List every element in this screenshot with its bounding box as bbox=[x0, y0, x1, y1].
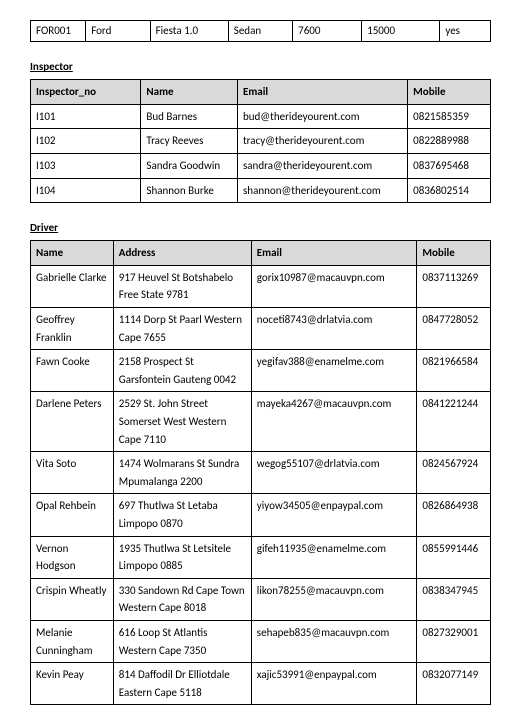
cell-email: bud@therideyourent.com bbox=[237, 104, 407, 129]
cell-mobile: 0822889988 bbox=[408, 129, 491, 154]
table-row: I101 Bud Barnes bud@therideyourent.com 0… bbox=[31, 104, 491, 129]
cell-address: 2529 St. John Street Somerset West Weste… bbox=[113, 392, 251, 452]
cell-name: Gabrielle Clarke bbox=[31, 265, 114, 307]
table-row: I102 Tracy Reeves tracy@therideyourent.c… bbox=[31, 129, 491, 154]
cell-name: Vernon Hodgson bbox=[31, 536, 114, 578]
table-row: Fawn Cooke 2158 Prospect St Garsfontein … bbox=[31, 350, 491, 392]
cell-email: gifeh11935@enamelme.com bbox=[251, 536, 417, 578]
cell-email: shannon@therideyourent.com bbox=[237, 178, 407, 203]
table-row: Kevin Peay 814 Daffodil Dr Elliotdale Ea… bbox=[31, 663, 491, 705]
cell-address: 1114 Dorp St Paarl Western Cape 7655 bbox=[113, 308, 251, 350]
col-inspector-no: Inspector_no bbox=[31, 80, 141, 105]
cell-mobile: 0837113269 bbox=[417, 265, 491, 307]
cell-address: 616 Loop St Atlantis Western Cape 7350 bbox=[113, 620, 251, 662]
cell-email: noceti8743@drlatvia.com bbox=[251, 308, 417, 350]
table-row: Opal Rehbein 697 Thutlwa St Letaba Limpo… bbox=[31, 494, 491, 536]
cell-email: xajic53991@enpaypal.com bbox=[251, 663, 417, 705]
table-header-row: Name Address Email Mobile bbox=[31, 241, 491, 266]
inspector-heading: Inspector bbox=[30, 60, 491, 73]
cell-body: Sedan bbox=[228, 21, 292, 42]
cell-email: wegog55107@drlatvia.com bbox=[251, 452, 417, 494]
cell-inspector-no: I101 bbox=[31, 104, 141, 129]
cell-mobile: 0838347945 bbox=[417, 578, 491, 620]
cell-svc: 15000 bbox=[362, 21, 440, 42]
col-address: Address bbox=[113, 241, 251, 266]
table-row: Vernon Hodgson 1935 Thutlwa St Letsitele… bbox=[31, 536, 491, 578]
cell-mobile: 0826864938 bbox=[417, 494, 491, 536]
cell-mobile: 0827329001 bbox=[417, 620, 491, 662]
cell-email: mayeka4267@macauvpn.com bbox=[251, 392, 417, 452]
cell-mobile: 0841221244 bbox=[417, 392, 491, 452]
cell-avail: yes bbox=[440, 21, 491, 42]
table-row: Vita Soto 1474 Wolmarans St Sundra Mpuma… bbox=[31, 452, 491, 494]
col-mobile: Mobile bbox=[408, 80, 491, 105]
cell-address: 330 Sandown Rd Cape Town Western Cape 80… bbox=[113, 578, 251, 620]
cell-mobile: 0821966584 bbox=[417, 350, 491, 392]
cell-mobile: 0836802514 bbox=[408, 178, 491, 203]
table-row: Melanie Cunningham 616 Loop St Atlantis … bbox=[31, 620, 491, 662]
cell-mobile: 0855991446 bbox=[417, 536, 491, 578]
cell-name: Fawn Cooke bbox=[31, 350, 114, 392]
cell-name: Kevin Peay bbox=[31, 663, 114, 705]
cell-code: FOR001 bbox=[31, 21, 86, 42]
table-row: I104 Shannon Burke shannon@therideyouren… bbox=[31, 178, 491, 203]
cell-name: Geoffrey Franklin bbox=[31, 308, 114, 350]
cell-km: 7600 bbox=[293, 21, 362, 42]
table-row: Darlene Peters 2529 St. John Street Some… bbox=[31, 392, 491, 452]
cell-mobile: 0821585359 bbox=[408, 104, 491, 129]
cell-mobile: 0837695468 bbox=[408, 154, 491, 179]
cell-address: 917 Heuvel St Botshabelo Free State 9781 bbox=[113, 265, 251, 307]
col-email: Email bbox=[237, 80, 407, 105]
cell-make: Ford bbox=[86, 21, 150, 42]
table-row: Geoffrey Franklin 1114 Dorp St Paarl Wes… bbox=[31, 308, 491, 350]
driver-table: Name Address Email Mobile Gabrielle Clar… bbox=[30, 240, 491, 705]
col-email: Email bbox=[251, 241, 417, 266]
cell-email: sehapeb835@macauvpn.com bbox=[251, 620, 417, 662]
vehicle-fragment-table: FOR001 Ford Fiesta 1.0 Sedan 7600 15000 … bbox=[30, 20, 491, 42]
cell-address: 1935 Thutlwa St Letsitele Limpopo 0885 bbox=[113, 536, 251, 578]
cell-address: 2158 Prospect St Garsfontein Gauteng 004… bbox=[113, 350, 251, 392]
col-name: Name bbox=[31, 241, 114, 266]
cell-inspector-no: I102 bbox=[31, 129, 141, 154]
cell-name: Melanie Cunningham bbox=[31, 620, 114, 662]
cell-email: yiyow34505@enpaypal.com bbox=[251, 494, 417, 536]
cell-name: Darlene Peters bbox=[31, 392, 114, 452]
cell-name: Sandra Goodwin bbox=[141, 154, 238, 179]
table-row: Gabrielle Clarke 917 Heuvel St Botshabel… bbox=[31, 265, 491, 307]
table-row: FOR001 Ford Fiesta 1.0 Sedan 7600 15000 … bbox=[31, 21, 491, 42]
cell-address: 814 Daffodil Dr Elliotdale Eastern Cape … bbox=[113, 663, 251, 705]
cell-email: gorix10987@macauvpn.com bbox=[251, 265, 417, 307]
cell-inspector-no: I104 bbox=[31, 178, 141, 203]
cell-model: Fiesta 1.0 bbox=[150, 21, 228, 42]
cell-address: 697 Thutlwa St Letaba Limpopo 0870 bbox=[113, 494, 251, 536]
cell-email: likon78255@macauvpn.com bbox=[251, 578, 417, 620]
inspector-table: Inspector_no Name Email Mobile I101 Bud … bbox=[30, 79, 491, 203]
table-header-row: Inspector_no Name Email Mobile bbox=[31, 80, 491, 105]
cell-name: Tracy Reeves bbox=[141, 129, 238, 154]
cell-email: sandra@therideyourent.com bbox=[237, 154, 407, 179]
cell-mobile: 0824567924 bbox=[417, 452, 491, 494]
cell-mobile: 0832077149 bbox=[417, 663, 491, 705]
cell-name: Opal Rehbein bbox=[31, 494, 114, 536]
cell-email: tracy@therideyourent.com bbox=[237, 129, 407, 154]
table-row: Crispin Wheatly 330 Sandown Rd Cape Town… bbox=[31, 578, 491, 620]
cell-email: yegifav388@enamelme.com bbox=[251, 350, 417, 392]
table-row: I103 Sandra Goodwin sandra@therideyouren… bbox=[31, 154, 491, 179]
cell-mobile: 0847728052 bbox=[417, 308, 491, 350]
cell-name: Crispin Wheatly bbox=[31, 578, 114, 620]
cell-name: Vita Soto bbox=[31, 452, 114, 494]
cell-inspector-no: I103 bbox=[31, 154, 141, 179]
col-mobile: Mobile bbox=[417, 241, 491, 266]
cell-name: Shannon Burke bbox=[141, 178, 238, 203]
driver-heading: Driver bbox=[30, 221, 491, 234]
cell-address: 1474 Wolmarans St Sundra Mpumalanga 2200 bbox=[113, 452, 251, 494]
cell-name: Bud Barnes bbox=[141, 104, 238, 129]
col-name: Name bbox=[141, 80, 238, 105]
